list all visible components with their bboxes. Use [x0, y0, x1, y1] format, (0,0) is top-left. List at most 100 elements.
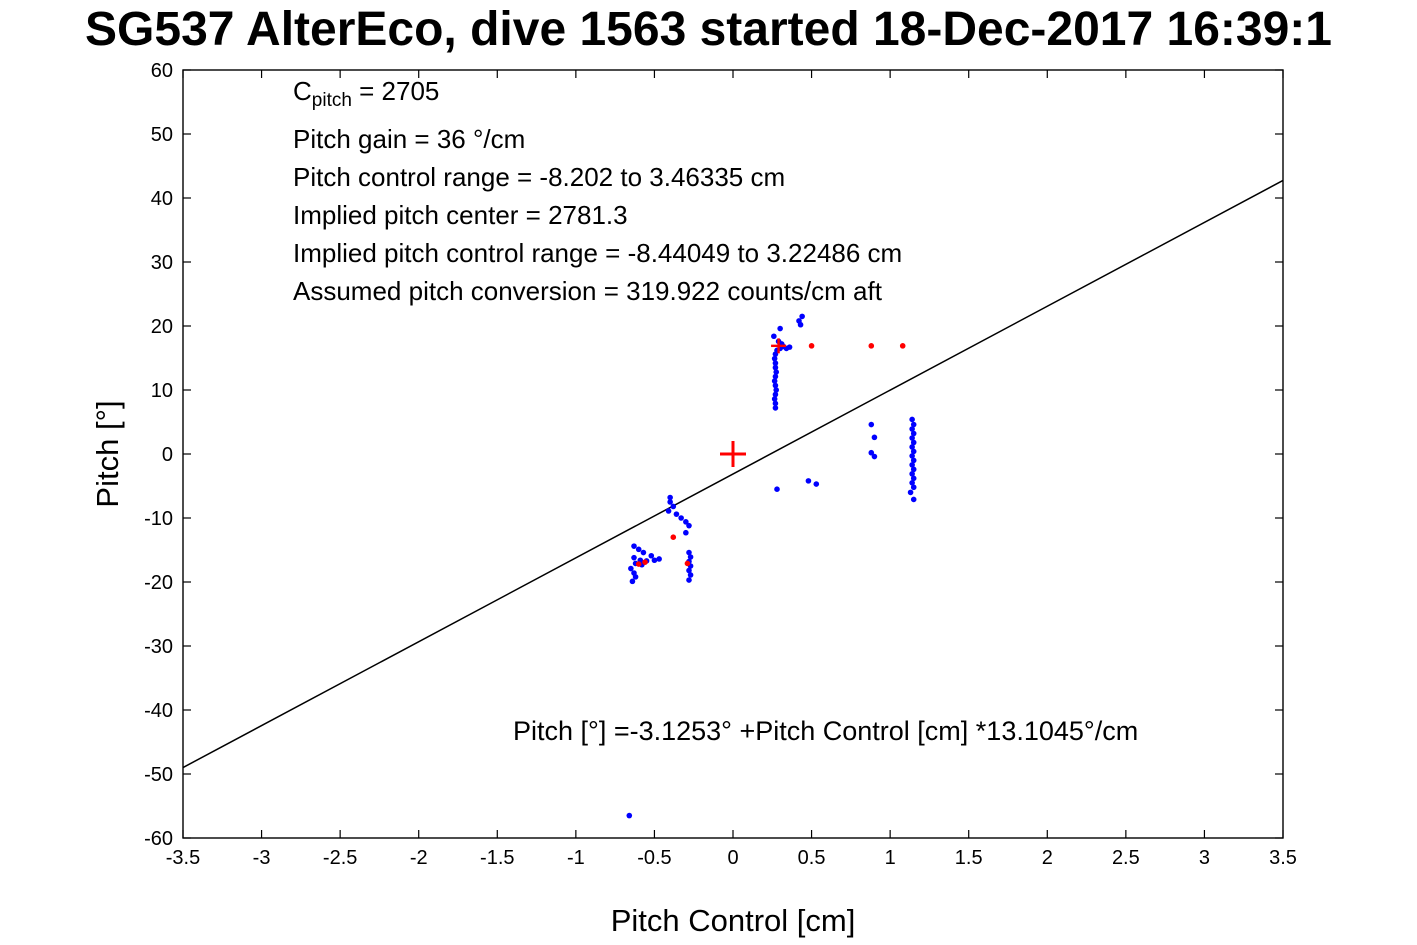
- series-observed-pitch: [626, 313, 917, 819]
- cpitch-pre: C: [293, 76, 312, 106]
- data-point: [910, 430, 917, 437]
- data-point: [786, 344, 793, 350]
- data-point: [686, 567, 692, 574]
- info-line-implied-pitch-center: Implied pitch center = 2781.3: [293, 200, 628, 231]
- data-point: [868, 343, 875, 349]
- data-point: [871, 434, 878, 441]
- data-point: [909, 462, 915, 468]
- x-tick-label: 0: [727, 847, 738, 869]
- chart-title: SG537 AlterEco, dive 1563 started 18-Dec…: [85, 3, 1332, 56]
- y-tick-label: 10: [151, 380, 173, 402]
- y-tick-label: -20: [144, 572, 173, 594]
- data-point: [797, 321, 804, 328]
- data-point: [910, 484, 917, 491]
- data-point: [909, 426, 915, 432]
- data-point: [683, 529, 689, 536]
- x-tick-label: 2: [1042, 847, 1053, 869]
- x-tick-label: -1: [567, 847, 585, 869]
- info-line-pitch-gain: Pitch gain = 36 °/cm: [293, 124, 526, 155]
- y-tick-label: -50: [144, 764, 173, 786]
- data-point: [909, 416, 915, 423]
- x-tick-label: 2.5: [1112, 847, 1140, 869]
- data-point: [667, 499, 673, 505]
- data-point: [772, 373, 779, 380]
- data-point: [665, 508, 672, 514]
- data-point: [868, 421, 875, 428]
- cpitch-post: = 2705: [351, 76, 440, 106]
- data-point: [910, 457, 917, 464]
- data-point: [686, 522, 692, 529]
- data-point: [626, 812, 633, 819]
- y-tick-label: 60: [151, 60, 173, 82]
- data-point: [899, 343, 906, 349]
- series-origin-center-marker: [720, 441, 746, 467]
- x-tick-label: -2.5: [323, 847, 357, 869]
- data-point: [772, 400, 779, 407]
- fit-info-block: Cpitch = 2705 Pitch gain = 36 °/cm Pitch…: [293, 72, 902, 310]
- data-point: [772, 405, 779, 411]
- data-point: [773, 387, 780, 393]
- data-point: [772, 382, 779, 389]
- x-tick-label: 3: [1199, 847, 1210, 869]
- y-tick-label: 20: [151, 316, 173, 338]
- data-point: [907, 489, 914, 496]
- data-point: [684, 560, 691, 567]
- data-point: [777, 325, 783, 332]
- info-line-cpitch: Cpitch = 2705: [293, 72, 902, 120]
- data-point: [871, 453, 878, 460]
- data-point: [632, 574, 639, 580]
- data-point: [678, 515, 684, 521]
- data-point: [808, 343, 815, 349]
- data-point: [635, 561, 642, 567]
- data-point: [868, 449, 875, 456]
- data-point: [629, 578, 636, 585]
- y-tick-label: 30: [151, 252, 173, 274]
- y-tick-label: -60: [144, 828, 173, 850]
- data-point: [909, 435, 915, 441]
- data-point: [813, 481, 820, 487]
- data-point: [771, 396, 778, 402]
- data-point: [773, 369, 780, 375]
- y-axis-label: Pitch [°]: [90, 400, 125, 508]
- data-point: [686, 577, 692, 583]
- y-tick-label: -40: [144, 700, 173, 722]
- y-tick-label: 0: [162, 444, 173, 466]
- data-point: [774, 486, 780, 493]
- data-point: [909, 453, 915, 459]
- x-tick-label: 3.5: [1269, 847, 1297, 869]
- data-point: [651, 557, 658, 564]
- data-point: [772, 364, 779, 371]
- data-point: [771, 378, 778, 384]
- data-point: [910, 439, 917, 446]
- x-tick-label: -0.5: [637, 847, 671, 869]
- data-point: [772, 360, 779, 366]
- data-point: [771, 355, 778, 362]
- data-point: [909, 444, 915, 450]
- data-point: [642, 559, 648, 565]
- data-point: [683, 519, 689, 525]
- data-point: [772, 391, 779, 398]
- data-point: [909, 471, 915, 477]
- data-point: [910, 496, 917, 503]
- x-tick-label: -3: [253, 847, 271, 869]
- data-point: [910, 475, 917, 482]
- info-line-pitch-control-range: Pitch control range = -8.202 to 3.46335 …: [293, 162, 786, 193]
- x-ticks: -3.5 -3 -2.5 -2 -1.5 -1 -0.5 0 0.5 1 1.5 2 2.5 3 3.5: [166, 70, 1297, 869]
- x-tick-label: -2: [410, 847, 428, 869]
- y-ticks: -60 -50 -40 -30 -20 -10 0 10 20 30 40 50 60: [144, 60, 1283, 850]
- data-point: [631, 554, 637, 561]
- data-point: [910, 448, 917, 455]
- data-point: [909, 480, 915, 486]
- data-point: [670, 534, 677, 540]
- data-point: [656, 556, 662, 562]
- data-point: [687, 554, 694, 560]
- data-point: [667, 494, 673, 501]
- y-tick-label: -10: [144, 508, 173, 530]
- y-tick-label: 50: [151, 124, 173, 146]
- series-cluster-center-marker: [771, 338, 787, 354]
- data-point: [687, 572, 694, 578]
- data-point: [670, 503, 677, 510]
- data-point: [799, 313, 805, 320]
- data-point: [673, 511, 680, 517]
